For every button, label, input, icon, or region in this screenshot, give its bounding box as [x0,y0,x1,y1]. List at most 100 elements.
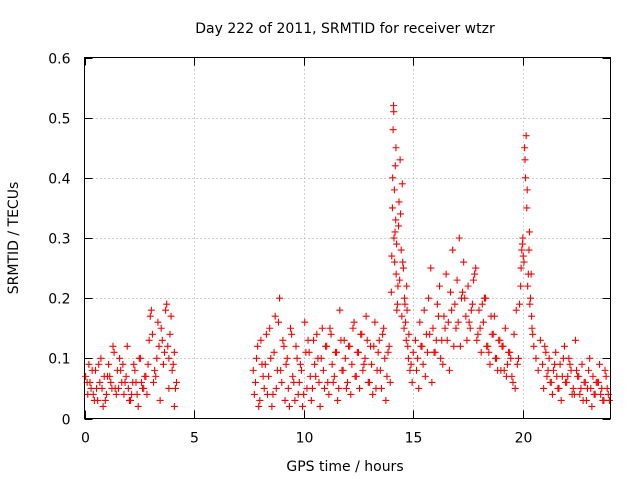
data-point [144,360,152,368]
data-point [101,396,109,404]
data-point [107,378,115,386]
data-point [429,324,437,332]
data-point [272,384,280,392]
data-point [117,366,125,374]
data-point [491,354,499,362]
data-point [327,330,335,338]
data-point [105,360,113,368]
data-point [282,360,290,368]
y-tick-label: 0.3 [48,232,70,248]
data-point [134,402,142,410]
data-point [427,264,435,272]
data-point [455,234,463,242]
data-point [404,354,412,362]
data-point [540,384,548,392]
data-point [255,402,263,410]
data-point [330,372,338,380]
data-point [503,360,511,368]
data-point [385,342,393,350]
data-point [519,252,527,260]
data-point [513,360,521,368]
y-tick-label: 0.2 [48,292,70,308]
data-point [433,300,441,308]
data-point [544,366,552,374]
data-point [548,390,556,398]
data-point [363,336,371,344]
data-point [328,360,336,368]
data-point [93,384,101,392]
data-point [249,366,257,374]
data-point [394,282,402,290]
data-point [307,396,315,404]
data-point [507,354,515,362]
data-point [104,372,112,380]
data-point [349,324,357,332]
data-point [390,186,398,194]
data-point [466,324,474,332]
data-point [329,378,337,386]
data-point [392,144,400,152]
data-point [361,354,369,362]
data-point [301,318,309,326]
data-point [475,306,483,314]
data-point [154,318,162,326]
data-point [462,312,470,320]
data-point [323,342,331,350]
data-point [125,396,133,404]
data-point [470,276,478,284]
data-point [319,366,327,374]
data-point [464,282,472,290]
data-point [152,372,160,380]
data-point [393,300,401,308]
data-point [399,258,407,266]
data-point [341,354,349,362]
data-point [605,396,613,404]
data-point [517,264,525,272]
data-point [284,384,292,392]
data-point [483,342,491,350]
data-point [404,342,412,350]
data-point [416,318,424,326]
data-point [602,372,610,380]
data-point [413,366,421,374]
data-point [325,390,333,398]
data-point [522,132,530,140]
data-point [166,330,174,338]
data-point [383,372,391,380]
data-point [581,378,589,386]
data-point [278,378,286,386]
data-point [444,318,452,326]
data-point [391,162,399,170]
data-point [268,402,276,410]
data-point [274,318,282,326]
data-point [391,228,399,236]
data-point [395,198,403,206]
data-point [448,306,456,314]
data-point [320,384,328,392]
plot-frame [84,57,611,419]
data-point [338,366,346,374]
data-point [539,360,547,368]
data-point [425,294,433,302]
data-point [335,384,343,392]
data-point [414,354,422,362]
data-point [390,102,398,110]
data-point [398,312,406,320]
x-axis-label: GPS time / hours [286,459,403,475]
data-point [288,330,296,338]
data-point [451,300,459,308]
data-point [402,336,410,344]
data-point [279,336,287,344]
data-point [371,318,379,326]
data-point [521,144,529,152]
data-point [170,402,178,410]
data-point [342,384,350,392]
data-point [454,318,462,326]
data-point [289,372,297,380]
data-point [297,366,305,374]
data-point [551,360,559,368]
data-point [415,384,423,392]
data-point [496,336,504,344]
data-point [291,396,299,404]
